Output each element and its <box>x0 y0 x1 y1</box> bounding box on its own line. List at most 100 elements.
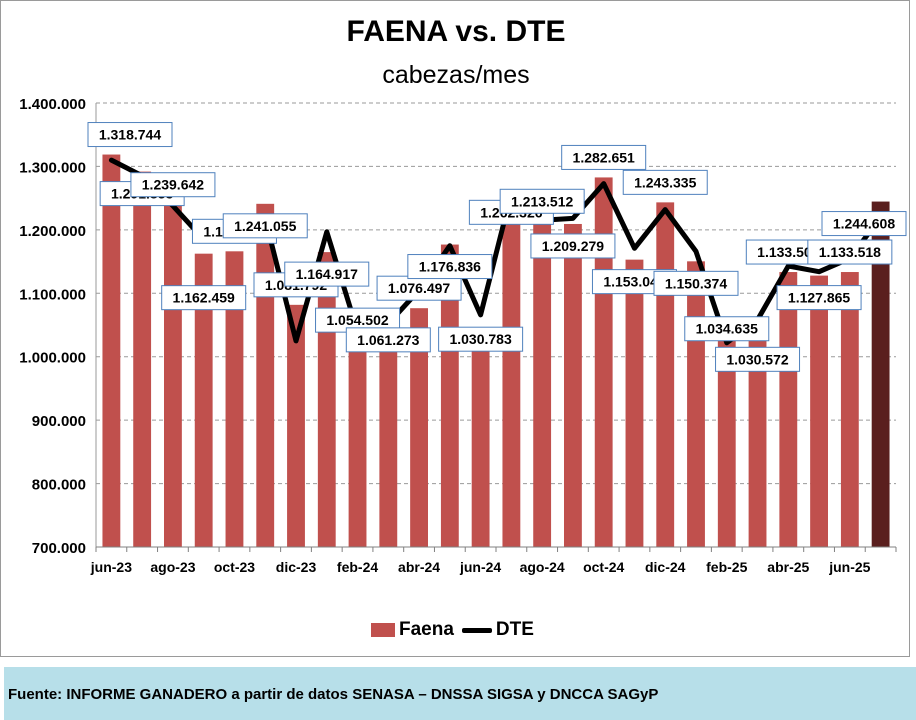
data-label: 1.243.335 <box>622 169 708 195</box>
faena-bar <box>256 203 275 548</box>
data-label-text: 1.030.572 <box>726 351 788 367</box>
y-tick-label: 1.000.000 <box>19 350 86 367</box>
data-label: 1.030.783 <box>438 326 524 352</box>
data-label-text: 1.133.502 <box>757 244 819 260</box>
faena-bar <box>287 304 305 547</box>
chart-subtitle: cabezas/mes <box>382 61 530 89</box>
data-labels: 1.318.7441.291.8531.239.6421.162.4591.16… <box>87 122 907 372</box>
data-label-box <box>345 327 431 353</box>
faena-bar <box>440 244 459 547</box>
x-tick-label: abr-25 <box>767 559 809 575</box>
data-label-text: 1.076.497 <box>388 280 450 296</box>
x-tick-label: oct-24 <box>583 559 624 575</box>
data-label-box <box>653 270 739 296</box>
data-label-box <box>684 316 770 342</box>
data-label-box <box>776 285 862 311</box>
data-label: 1.318.744 <box>87 122 173 148</box>
data-label-box <box>222 213 308 239</box>
data-label: 1.061.273 <box>345 327 431 353</box>
data-label-text: 1.244.608 <box>833 216 895 232</box>
data-label-text: 1.153.046 <box>603 274 665 290</box>
faena-bar <box>564 223 582 547</box>
data-label-text: 1.282.651 <box>573 149 635 165</box>
faena-bar <box>502 190 521 547</box>
data-label-box <box>499 188 585 214</box>
faena-bar <box>840 272 859 547</box>
data-label: 1.239.642 <box>130 172 216 198</box>
data-label-text: 1.318.744 <box>99 127 161 143</box>
x-tick-label: dic-23 <box>276 559 317 575</box>
faena-bar <box>656 202 675 548</box>
data-label: 1.213.512 <box>499 188 585 214</box>
y-tick-label: 900.000 <box>32 413 86 430</box>
data-label-box <box>87 122 173 148</box>
faena-bar <box>533 221 552 547</box>
data-label: 1.076.497 <box>376 275 462 301</box>
data-label-box <box>407 254 493 280</box>
faena-bar <box>594 177 613 547</box>
data-label: 1.176.836 <box>407 254 493 280</box>
x-tick-label: oct-23 <box>214 559 255 575</box>
faena-bar <box>625 259 644 547</box>
faena-bar <box>779 272 798 547</box>
x-tick-label: ago-24 <box>520 559 565 575</box>
data-label-box <box>284 261 370 287</box>
legend-faena-label: Faena <box>399 619 454 640</box>
x-tick-label: feb-24 <box>337 559 378 575</box>
data-label-box <box>130 172 216 198</box>
faena-bar <box>348 322 367 547</box>
faena-bar <box>717 334 736 547</box>
data-label-text: 1.213.512 <box>511 193 573 209</box>
data-label-text: 1.127.865 <box>788 290 850 306</box>
faena-bar <box>133 171 152 547</box>
data-label-text: 1.150.374 <box>665 275 727 291</box>
chart-frame: 700.000 800.000 900.000 1.000.000 1.100.000 1… <box>0 0 910 657</box>
faena-bar <box>164 204 182 548</box>
faena-bar <box>748 337 767 547</box>
faena-bar <box>225 251 244 547</box>
x-tick-label: jun-23 <box>90 559 132 575</box>
y-axis: 700.000 800.000 900.000 1.000.000 1.100.000 1… <box>19 96 97 557</box>
y-tick-label: 800.000 <box>32 477 86 494</box>
x-axis: jun-23 ago-23 oct-23 dic-23 feb-24 abr-24 jun-… <box>90 546 897 575</box>
data-label-text: 1.209.279 <box>542 238 604 254</box>
x-tick-label: dic-24 <box>645 559 686 575</box>
data-label-box <box>715 346 801 372</box>
x-tick-label: feb-25 <box>706 559 747 575</box>
faena-bar <box>102 154 121 547</box>
data-label: 1.244.608 <box>821 211 907 237</box>
data-label: 1.162.459 <box>161 285 247 311</box>
data-label: 1.150.374 <box>653 270 739 296</box>
y-tick-label: 700.000 <box>32 540 86 557</box>
y-tick-label: 1.200.000 <box>19 223 86 240</box>
chart-title: FAENA vs. DTE <box>346 15 566 48</box>
faena-bar <box>410 308 428 547</box>
y-tick-label: 1.400.000 <box>19 96 86 113</box>
y-tick-label: 1.300.000 <box>19 159 86 176</box>
y-tick-label: 1.100.000 <box>19 286 86 303</box>
data-label-text: 1.133.518 <box>819 244 881 260</box>
data-label-text: 1.239.642 <box>142 177 204 193</box>
data-label-text: 1.241.055 <box>234 218 296 234</box>
data-label-box <box>530 233 616 259</box>
legend-dte-label: DTE <box>495 619 534 640</box>
x-tick-label: ago-23 <box>150 559 195 575</box>
data-label-text: 1.030.783 <box>449 331 511 347</box>
data-label: 1.133.518 <box>807 239 893 265</box>
data-label-box <box>376 275 462 301</box>
data-label: 1.034.635 <box>684 316 770 342</box>
faena-bar <box>810 275 828 547</box>
data-label-text: 1.054.502 <box>326 312 388 328</box>
data-label: 1.209.279 <box>530 233 616 259</box>
source-text: Fuente: INFORME GANADERO a partir de dat… <box>8 686 659 703</box>
source-box: Fuente: INFORME GANADERO a partir de dat… <box>4 667 916 720</box>
data-label-text: 1.034.635 <box>696 321 758 337</box>
faena-bar <box>687 261 705 547</box>
faena-bar <box>471 337 490 547</box>
legend-faena-swatch <box>371 623 395 637</box>
faena-bar <box>871 201 890 547</box>
data-label-box <box>807 239 893 265</box>
faena-bar <box>194 253 213 547</box>
x-tick-label: jun-24 <box>459 559 501 575</box>
faena-bar <box>379 317 398 547</box>
